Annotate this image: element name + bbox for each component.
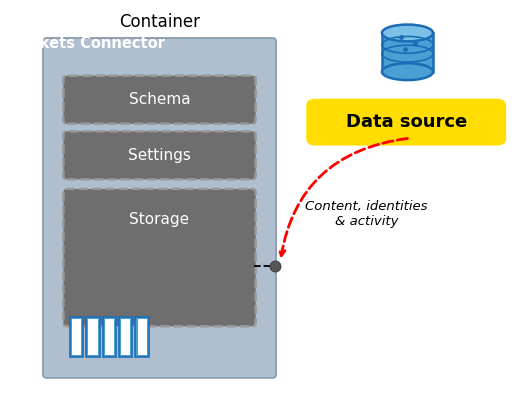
Bar bbox=[72, 319, 81, 355]
Text: Container: Container bbox=[119, 13, 200, 31]
Text: Storage: Storage bbox=[130, 212, 189, 227]
FancyBboxPatch shape bbox=[63, 131, 256, 179]
FancyBboxPatch shape bbox=[63, 189, 256, 326]
Bar bbox=[382, 33, 433, 72]
Bar bbox=[88, 319, 98, 355]
Text: Settings: Settings bbox=[128, 148, 191, 163]
Bar bbox=[70, 317, 84, 357]
Bar bbox=[135, 317, 149, 357]
Text: Content, identities
& activity: Content, identities & activity bbox=[305, 200, 428, 228]
FancyBboxPatch shape bbox=[43, 38, 276, 378]
Bar bbox=[105, 319, 114, 355]
Text: Schema: Schema bbox=[129, 92, 190, 107]
FancyBboxPatch shape bbox=[306, 99, 506, 146]
Bar bbox=[103, 317, 116, 357]
Bar bbox=[119, 317, 132, 357]
Bar bbox=[138, 319, 147, 355]
Text: Tickets Connector: Tickets Connector bbox=[16, 36, 165, 50]
Ellipse shape bbox=[382, 63, 433, 80]
Bar bbox=[121, 319, 130, 355]
Text: Data source: Data source bbox=[345, 113, 467, 131]
Ellipse shape bbox=[382, 24, 433, 41]
Bar bbox=[86, 317, 99, 357]
FancyBboxPatch shape bbox=[63, 76, 256, 124]
